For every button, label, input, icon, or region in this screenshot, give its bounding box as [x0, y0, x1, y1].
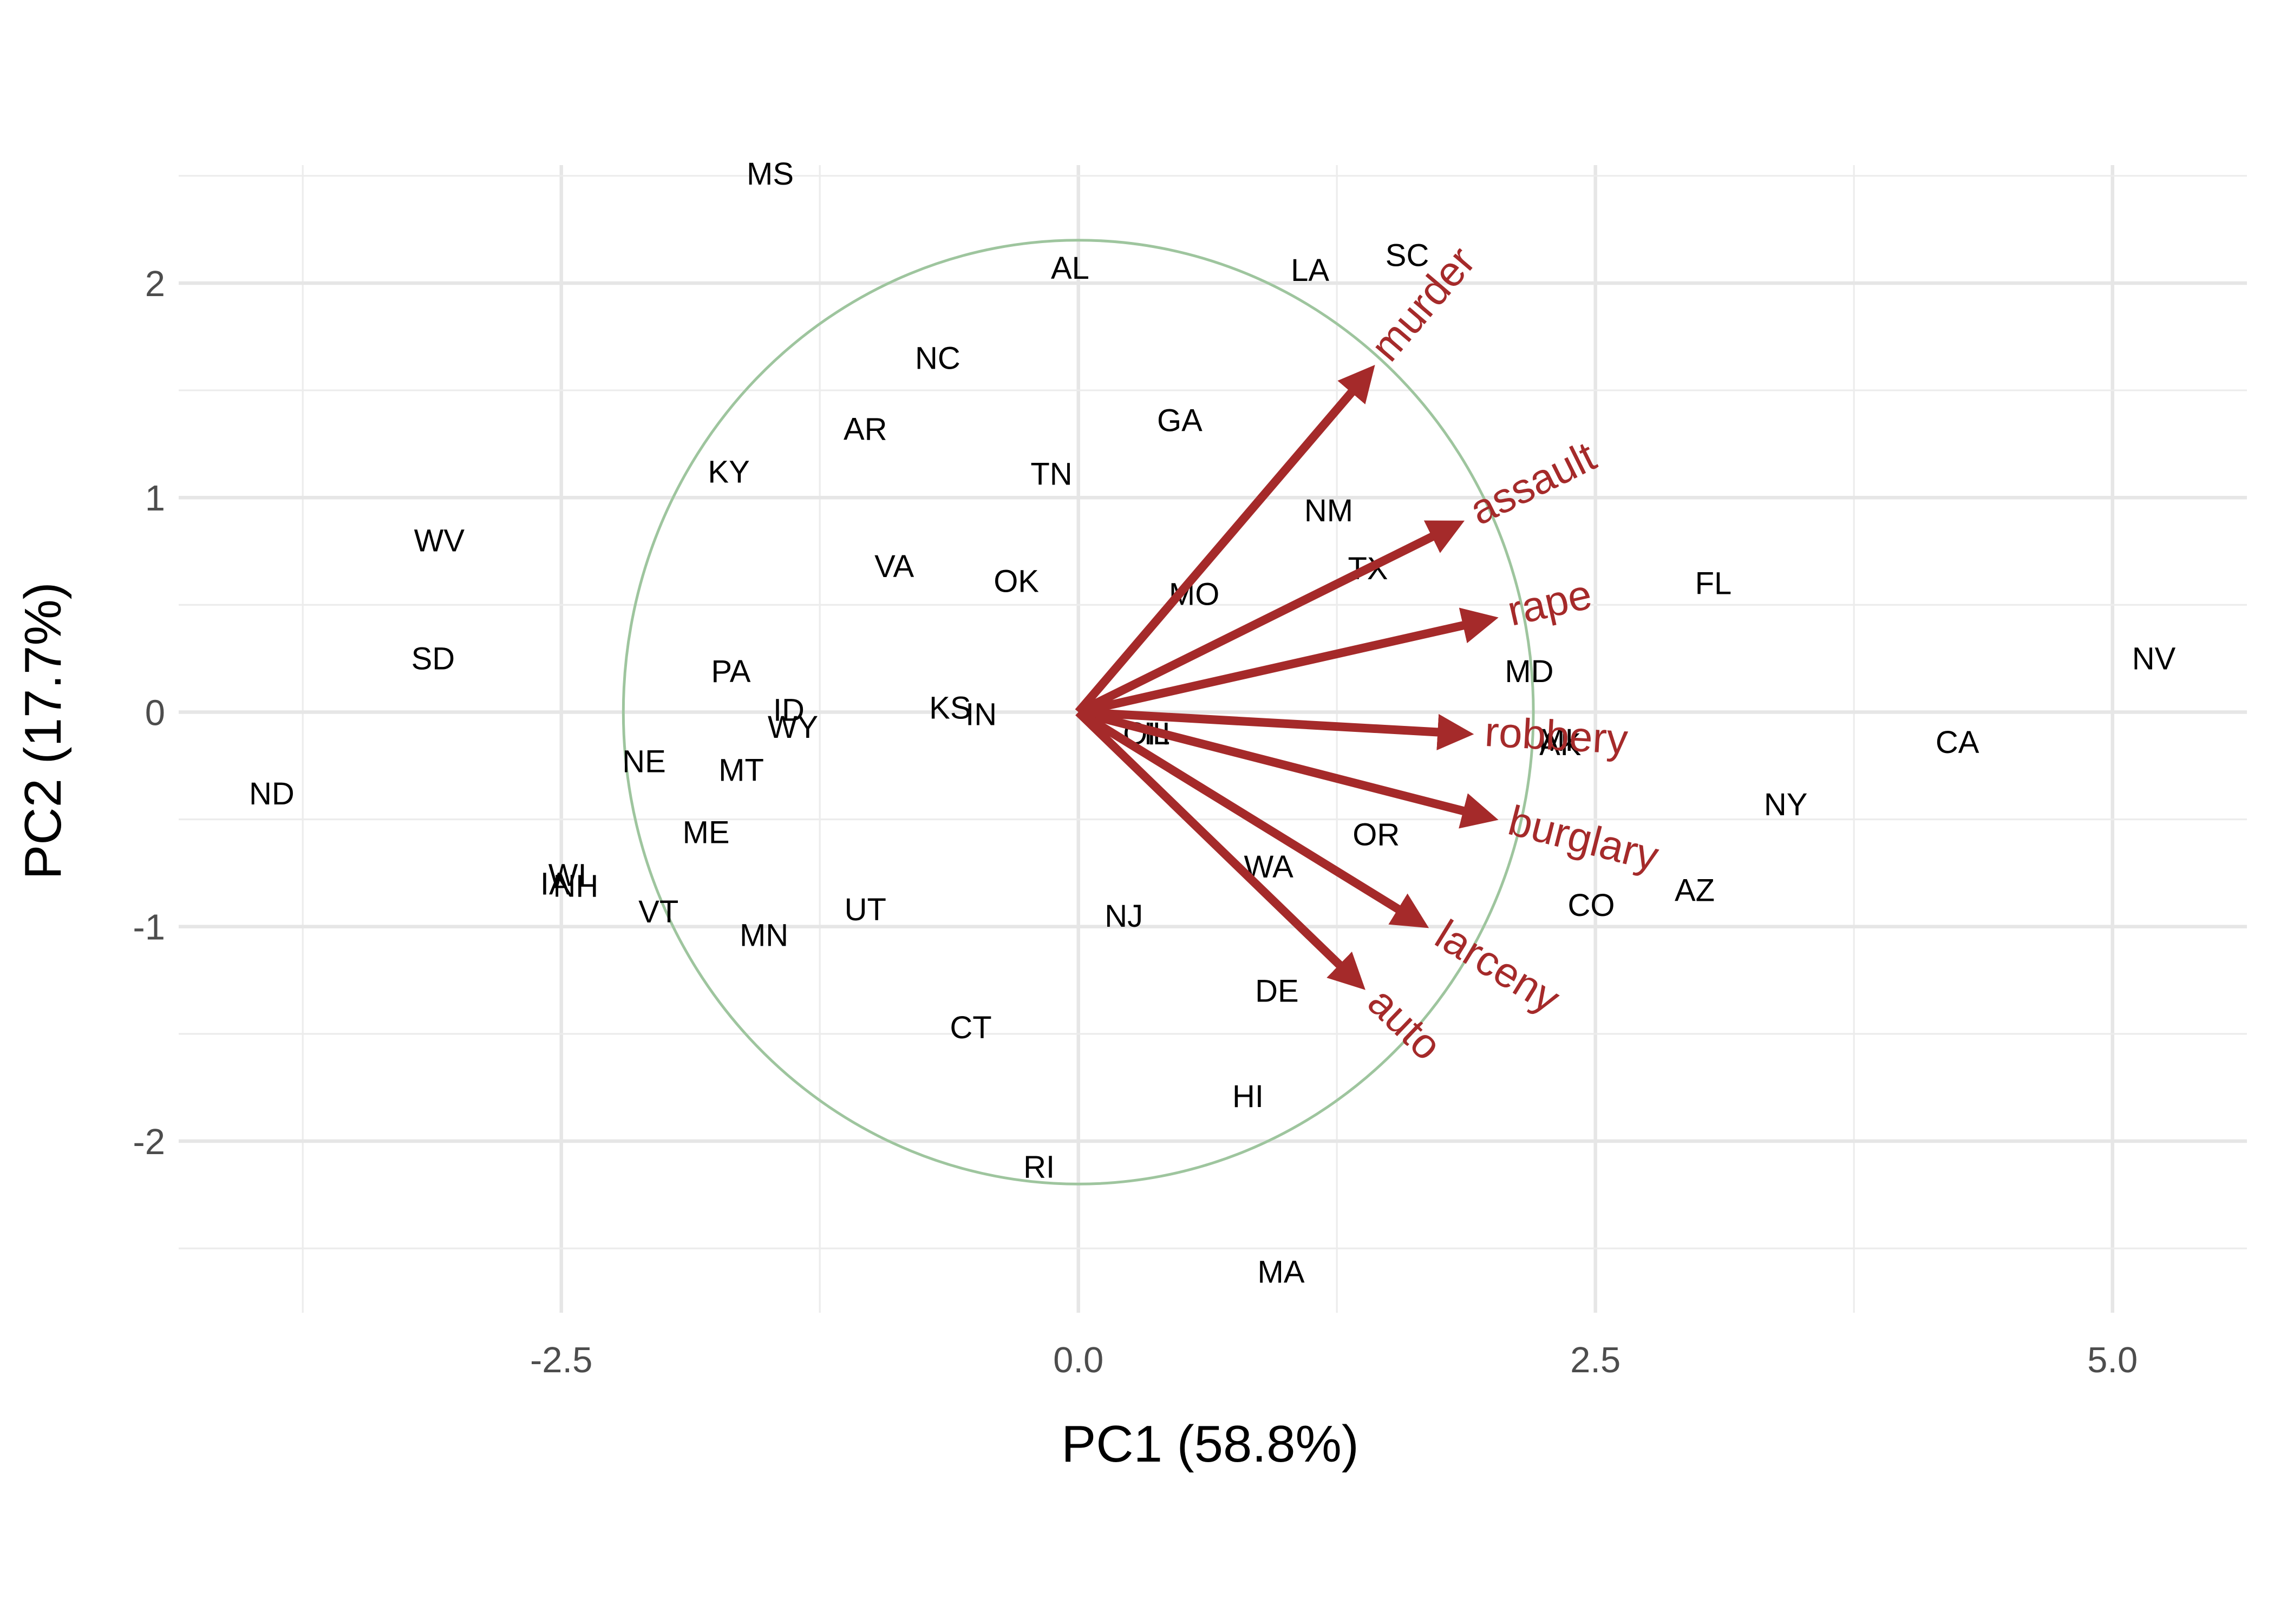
point-label-mi: MI — [1539, 723, 1573, 758]
loading-arrow-robbery — [1078, 708, 1474, 751]
y-tick-label: -2 — [133, 1122, 165, 1162]
point-label-va: VA — [874, 549, 914, 584]
x-tick-label: -2.5 — [530, 1340, 592, 1380]
state-labels: MSALLASCNCARGAKYTNNMWVVAOKTXMOFLSDPAMDNV… — [249, 156, 2176, 1290]
point-label-tn: TN — [1030, 457, 1072, 492]
point-label-ar: AR — [844, 411, 887, 447]
loading-arrow-auto — [1075, 709, 1365, 990]
x-tick-label: 2.5 — [1570, 1340, 1620, 1380]
point-label-nd: ND — [249, 776, 295, 811]
point-label-hi: HI — [1232, 1079, 1264, 1114]
point-label-az: AZ — [1675, 873, 1715, 908]
point-label-ga: GA — [1157, 403, 1203, 438]
point-label-wy: WY — [768, 710, 818, 745]
point-label-ma: MA — [1258, 1255, 1305, 1290]
point-label-or: OR — [1352, 817, 1400, 852]
point-label-id: ID — [773, 693, 805, 728]
point-label-me: ME — [683, 815, 730, 850]
point-label-ms: MS — [747, 156, 794, 192]
loading-label-rape: rape — [1503, 570, 1596, 635]
point-label-ok: OK — [994, 564, 1039, 599]
grid-lines — [179, 165, 2247, 1313]
point-label-nj: NJ — [1105, 899, 1143, 934]
correlation-circle — [622, 239, 1535, 1186]
loading-label-assault: assault — [1462, 432, 1603, 534]
y-tick-label: -1 — [133, 907, 165, 948]
point-label-nm: NM — [1304, 493, 1353, 528]
loading-arrow-rape — [1077, 607, 1499, 717]
x-tick-label: 5.0 — [2087, 1340, 2138, 1380]
x-axis-title: PC1 (58.8%) — [1061, 1415, 1359, 1473]
point-label-ia: IA — [540, 866, 570, 901]
point-label-ri: RI — [1023, 1150, 1055, 1185]
point-label-in: IN — [965, 697, 997, 732]
point-label-ut: UT — [845, 892, 886, 927]
point-label-nh: NH — [553, 868, 599, 903]
point-label-ne: NE — [622, 744, 666, 780]
loading-label-robbery: robbery — [1484, 708, 1629, 763]
unit-circle-layer — [622, 239, 1535, 1186]
y-tick-label: 2 — [145, 264, 165, 304]
point-label-vt: VT — [638, 894, 678, 929]
loading-arrow-murder — [1075, 365, 1375, 715]
tick-labels: -2.5 0.0 2.5 5.0 -2 -1 0 1 2 — [133, 264, 2138, 1380]
point-label-ky: KY — [708, 455, 749, 490]
point-label-wv: WV — [414, 523, 465, 558]
loading-arrow-assault — [1076, 520, 1465, 716]
point-label-ca: CA — [1936, 725, 1979, 760]
point-label-md: MD — [1505, 654, 1553, 689]
y-tick-label: 0 — [145, 692, 165, 733]
point-label-pa: PA — [711, 654, 750, 689]
point-label-ny: NY — [1764, 787, 1808, 822]
point-label-sd: SD — [411, 641, 455, 676]
loading-label-auto: auto — [1359, 978, 1451, 1069]
point-label-nv: NV — [2132, 641, 2176, 676]
loading-arrow-burglary — [1077, 708, 1499, 829]
y-tick-label: 1 — [145, 478, 165, 519]
point-label-fl: FL — [1695, 566, 1732, 601]
point-label-la: LA — [1291, 253, 1329, 288]
point-label-ct: CT — [950, 1010, 991, 1045]
point-label-mn: MN — [740, 918, 788, 953]
point-label-wi: WI — [548, 858, 587, 893]
point-label-co: CO — [1568, 888, 1615, 923]
loading-vectors: murderassaultraperobberyburglarylarcenya… — [1075, 237, 1663, 1069]
point-label-ks: KS — [929, 691, 971, 726]
point-label-sc: SC — [1386, 238, 1429, 273]
x-tick-label: 0.0 — [1053, 1340, 1103, 1380]
point-label-ak: AK — [1539, 727, 1582, 762]
y-axis-title: PC2 (17.7%) — [14, 582, 72, 880]
point-label-al: AL — [1051, 251, 1089, 286]
loading-arrow-larceny — [1076, 708, 1429, 928]
loading-label-burglary: burglary — [1504, 796, 1663, 880]
point-label-mt: MT — [718, 752, 764, 788]
point-label-nc: NC — [915, 341, 960, 376]
point-label-de: DE — [1255, 974, 1299, 1009]
